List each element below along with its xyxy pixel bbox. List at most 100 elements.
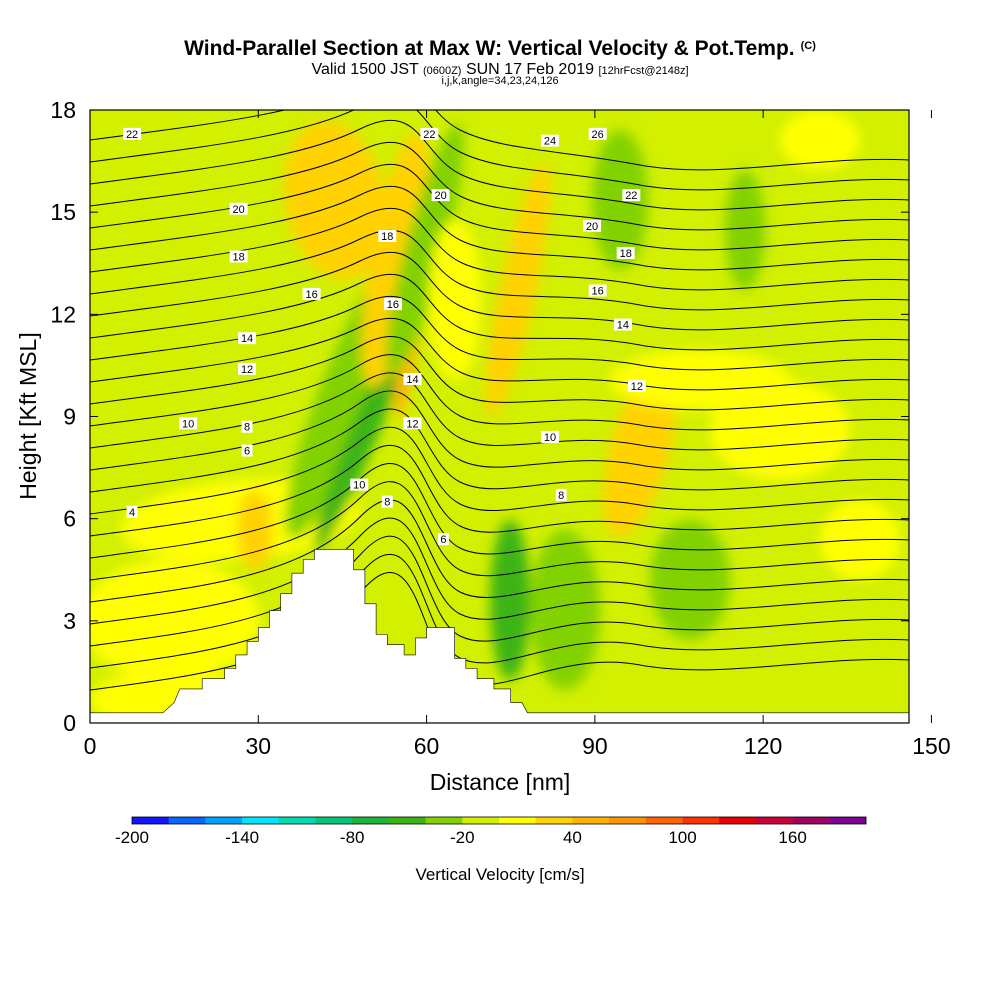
x-tick-label: 90 [582,733,608,759]
velocity-region [725,170,765,290]
velocity-region [780,110,860,170]
theta-contour-line [90,110,909,191]
colorbar-swatch [352,817,390,824]
contour-label-bg [627,379,646,392]
x-axis: 0 30 60 90 120 150 [84,110,951,759]
contour-label: 12 [406,418,418,430]
contour-label: 8 [244,422,250,434]
colorbar-swatch [645,817,683,824]
contour-label-bg [123,127,142,140]
colorbar-swatch [719,817,757,824]
contour-label: 22 [423,129,435,141]
colorbar-swatch [388,817,426,824]
y-tick-label: 12 [50,301,76,327]
colorbar-swatch [315,817,353,824]
chart-subtitle: Valid 1500 JST (0600Z) SUN 17 Feb 2019 [… [311,61,689,78]
colorbar-tick-label: -140 [225,828,259,847]
contour-label-bg [241,420,253,433]
contour-label-bg [229,250,248,263]
contour-label-bg [383,298,402,311]
velocity-region [650,520,730,640]
contour-label: 8 [558,490,564,502]
contour-label: 14 [617,320,629,332]
velocity-region [283,120,387,280]
colorbar-swatch [242,817,280,824]
contour-label-bg [302,287,321,300]
colorbar-frame [131,816,867,825]
y-tick-label: 18 [50,97,76,123]
theta-contour-line [90,229,909,311]
colorbar-tick-label: 100 [668,828,696,847]
contour-label: 18 [620,248,632,260]
colorbar-swatch [682,817,720,824]
colorbar-tick-label: -200 [115,828,149,847]
theta-contour-line [90,273,909,351]
contour-label-bg [540,430,559,443]
theta-contour-line [90,295,909,371]
colorbar-ticks: -200 -140 -80 -20 40 100 160 [115,828,807,847]
contour-label-bg [403,417,422,430]
contour-label-bg [126,505,138,518]
y-tick-label: 9 [63,404,76,430]
contour-label: 4 [129,507,135,519]
x-axis-label: Distance [nm] [430,769,571,795]
theta-contour-line [90,390,909,471]
terrain [90,549,909,723]
contour-label: 10 [544,432,556,444]
x-tick-label: 60 [414,733,440,759]
colorbar-swatch [168,817,206,824]
contour-label: 22 [625,190,637,202]
contour-label: 16 [592,285,604,297]
colorbar-swatch [462,817,500,824]
contour-label: 12 [631,381,643,393]
contour-label: 22 [126,129,138,141]
contour-label-bg [540,134,559,147]
x-tick-label: 30 [245,733,271,759]
copyright-mark: (C) [800,40,816,52]
theta-contour-line [90,141,909,231]
colorbar-label: Vertical Velocity [cm/s] [415,865,584,884]
x-tick-label: 120 [744,733,782,759]
x-tick-label: 0 [84,733,97,759]
contour-label: 10 [353,480,365,492]
contour-label: 20 [434,190,446,202]
chart-title: Wind-Parallel Section at Max W: Vertical… [184,37,816,60]
contour-label: 6 [440,534,446,546]
theta-contour-line [90,444,909,537]
y-tick-label: 3 [63,608,76,634]
contour-label: 6 [244,446,250,458]
contour-label: 14 [406,374,418,386]
velocity-region [386,124,464,376]
contour-label-bg [378,230,397,243]
plot-area: 22 22 24 26 20 20 22 20 18 18 18 16 16 16 14 14 14 12 12 12… [90,110,909,723]
theta-contour-line [90,517,909,625]
contour-label-bg [403,373,422,386]
colorbar-swatch [755,817,793,824]
colorbar-swatch [132,817,169,824]
velocity-region [592,130,648,270]
contour-label-bg [583,219,602,232]
theta-contour-line [90,207,909,291]
contour-label: 10 [182,418,194,430]
colorbar-tick-label: 40 [563,828,582,847]
colorbar-swatch [535,817,573,824]
theta-contour-line [90,110,909,171]
y-tick-label: 6 [63,506,76,532]
contour-label-bg [431,189,450,202]
colorbar-tick-label: -80 [340,828,365,847]
x-tick-label: 150 [912,733,950,759]
theta-contour-line [90,317,909,391]
contour-label-bg [622,189,641,202]
theta-contour-line [90,335,909,411]
colorbar-swatch [425,817,463,824]
colorbar-tick-label: -20 [450,828,475,847]
colorbar [131,816,867,825]
theta-contour-line [90,426,909,515]
contour-label-bg [555,488,567,501]
contour-label-bg [588,284,607,297]
contour-label: 16 [387,299,399,311]
contour-label: 26 [592,129,604,141]
colorbar-swatch [829,817,867,824]
colorbar-swatch [792,817,830,824]
theta-contour-line [90,463,909,559]
